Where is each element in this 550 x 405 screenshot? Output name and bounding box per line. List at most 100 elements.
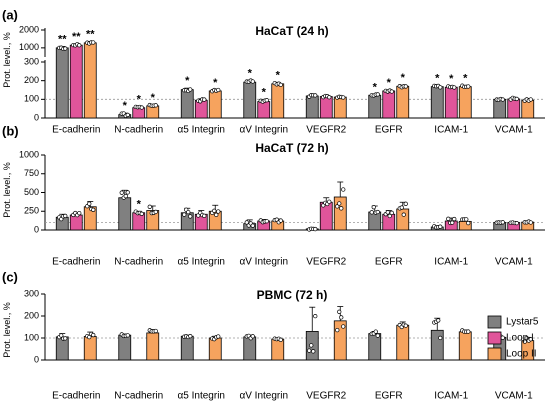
bar [208, 337, 222, 361]
bar [458, 86, 472, 119]
y-tick-label: 2000 [19, 24, 39, 34]
data-point [153, 328, 158, 334]
data-point [385, 210, 390, 215]
data-point [401, 212, 406, 217]
data-point [500, 335, 505, 340]
data-point [202, 213, 207, 219]
y-tick-label: 1000 [19, 149, 39, 159]
category-label: EGFR [375, 391, 403, 402]
bar [507, 98, 521, 119]
significance-marker: * [262, 87, 267, 99]
data-point [403, 201, 408, 206]
data-point [307, 348, 312, 353]
data-point [452, 216, 457, 222]
data-point [500, 220, 505, 225]
bar [382, 90, 396, 119]
data-point [63, 336, 68, 341]
data-point [139, 211, 144, 216]
legend-label: Loop I [506, 333, 534, 344]
data-point [438, 85, 443, 90]
bar [521, 99, 535, 119]
data-point [313, 93, 318, 98]
data-point [466, 329, 471, 334]
panel-label: (c) [2, 269, 18, 284]
data-point [327, 95, 332, 100]
bar [319, 96, 333, 119]
data-point [313, 314, 318, 319]
panel-label: (b) [2, 123, 19, 138]
data-point [438, 335, 443, 341]
bar [180, 335, 194, 361]
data-point [337, 201, 342, 206]
data-point [514, 96, 519, 102]
y-tick-label: 0 [34, 112, 39, 122]
significance-marker: * [123, 100, 128, 112]
category-label: VEGFR2 [306, 125, 346, 136]
data-point [250, 223, 255, 228]
bar [180, 89, 194, 119]
y-axis-label: Prot. level., % [2, 32, 12, 88]
data-point [341, 187, 346, 192]
data-point [313, 226, 318, 232]
data-point [91, 332, 96, 338]
category-label: N-cadherin [114, 125, 163, 136]
significance-marker: * [449, 73, 454, 85]
data-point [522, 339, 527, 344]
significance-marker: * [151, 92, 156, 104]
panel-title: HaCaT (24 h) [255, 24, 328, 38]
data-point [216, 334, 221, 339]
data-point [153, 103, 158, 108]
category-label: α5 Integrin [178, 257, 225, 268]
category-label: E-cadherin [52, 391, 100, 402]
data-point [387, 213, 392, 219]
bar [493, 98, 507, 119]
legend-swatch [487, 331, 502, 345]
category-label: N-cadherin [114, 257, 163, 268]
y-tick-label: 0 [34, 224, 39, 234]
significance-marker: * [185, 75, 190, 87]
significance-marker: * [373, 81, 378, 93]
bar [396, 208, 410, 231]
category-label: αV Integrin [239, 391, 288, 402]
y-tick-label: 250 [24, 206, 39, 216]
bar [396, 85, 410, 119]
data-point [202, 97, 207, 102]
data-point [341, 95, 346, 100]
legend-label: Lystar5 [506, 317, 539, 328]
data-point [77, 43, 82, 48]
bar [430, 86, 444, 119]
data-point [500, 97, 505, 102]
data-point [438, 224, 443, 229]
data-point [264, 219, 269, 224]
category-label: VCAM-1 [495, 257, 533, 268]
data-point [436, 318, 441, 323]
data-point [119, 190, 124, 195]
data-point [399, 205, 404, 210]
data-point [216, 87, 221, 93]
significance-marker: ** [58, 33, 67, 45]
category-label: N-cadherin [114, 391, 163, 402]
y-tick-label: 300 [24, 288, 39, 298]
category-label: VEGFR2 [306, 391, 346, 402]
bar [83, 336, 97, 361]
bar [430, 329, 444, 361]
legend-label: Loop II [506, 349, 537, 360]
bar [243, 336, 257, 361]
bar [118, 197, 132, 231]
data-point [250, 79, 255, 84]
category-label: ICAM-1 [434, 257, 468, 268]
data-point [375, 333, 380, 338]
data-point [375, 209, 380, 215]
data-point [214, 212, 219, 217]
legend-swatch [487, 315, 502, 329]
significance-marker: ** [86, 29, 95, 41]
data-point [186, 209, 191, 215]
y-tick-label: 200 [24, 75, 39, 85]
data-point [528, 220, 533, 225]
significance-marker: * [387, 77, 392, 89]
panel-title: HaCaT (72 h) [255, 141, 328, 155]
panel-label: (a) [2, 7, 18, 22]
data-point [153, 209, 158, 215]
data-point [244, 220, 249, 225]
data-point [375, 92, 380, 97]
